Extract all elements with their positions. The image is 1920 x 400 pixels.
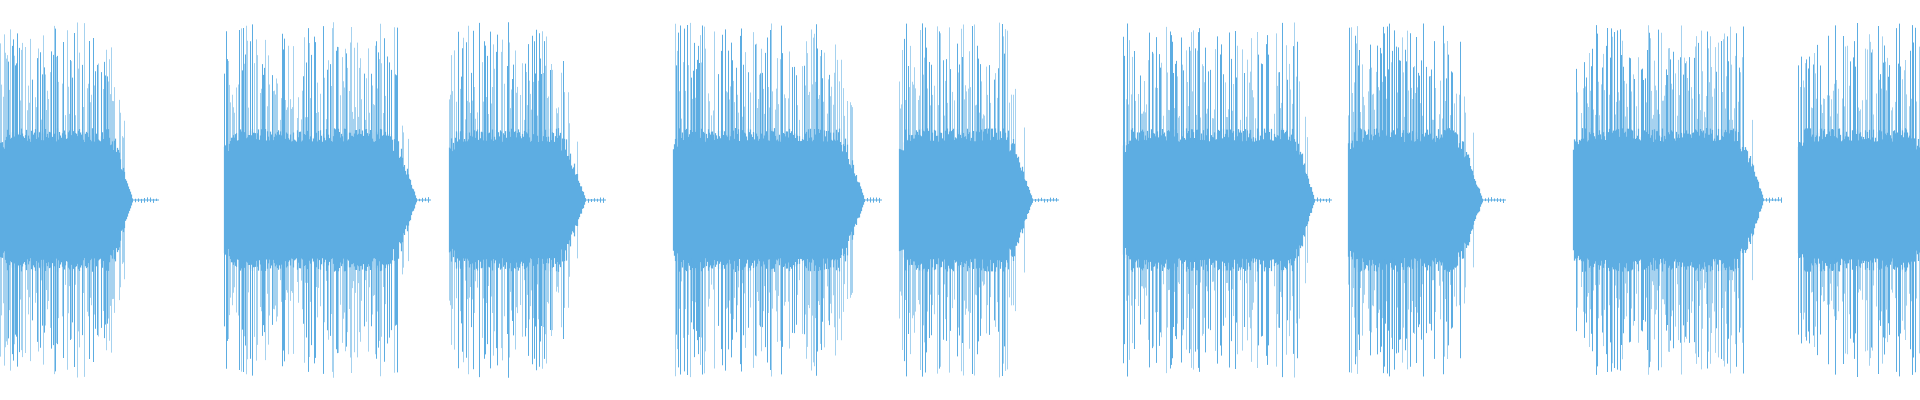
wave-tail-ticks: [1763, 197, 1782, 203]
wave-tail-ticks: [864, 197, 880, 203]
wave-tail-ticks: [1032, 197, 1057, 203]
wave-core: [1122, 128, 1315, 272]
wave-core: [448, 128, 586, 272]
wave-tail-ticks: [416, 197, 429, 203]
wave-core: [1797, 128, 1920, 272]
wave-core: [1347, 128, 1483, 272]
wave-core: [1572, 128, 1764, 272]
wave-tail-ticks: [585, 197, 604, 203]
wave-core: [223, 128, 417, 272]
wave-tail-ticks: [1482, 197, 1504, 203]
wave-core: [672, 128, 865, 272]
wave-core: [898, 128, 1033, 272]
wave-tail-ticks: [132, 197, 157, 203]
wave-tail-ticks: [1314, 197, 1330, 203]
wave-core: [0, 128, 133, 272]
